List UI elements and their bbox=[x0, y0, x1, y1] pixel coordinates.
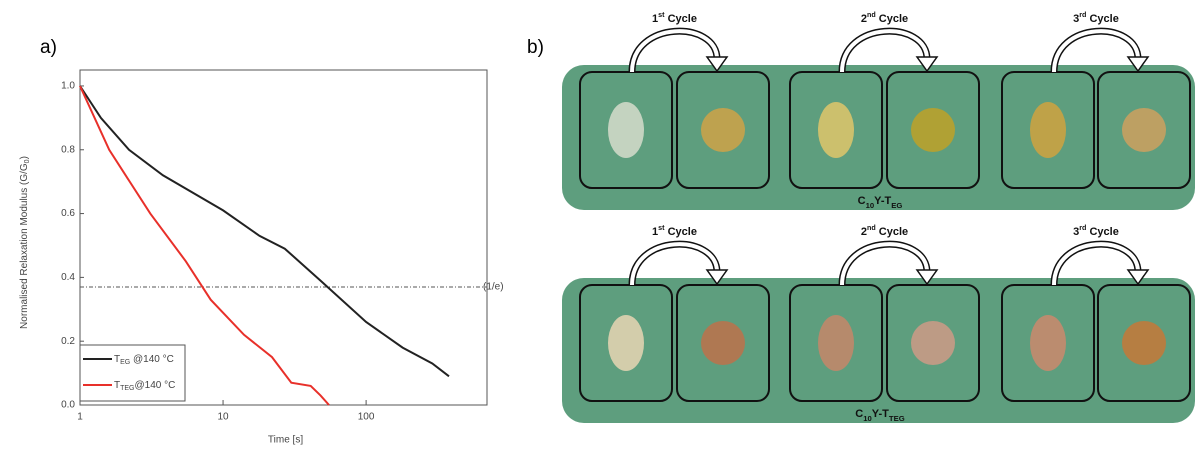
y-tick-label: 0.6 bbox=[61, 208, 75, 219]
sample bbox=[1030, 315, 1066, 371]
sample bbox=[1030, 102, 1066, 158]
legend-label-part: @140 °C bbox=[135, 380, 176, 391]
row-label-part: C bbox=[858, 195, 866, 207]
sample bbox=[911, 321, 955, 365]
cycle-label: 3rd Cycle bbox=[1073, 11, 1119, 25]
cycle-label: 1st Cycle bbox=[652, 11, 697, 25]
sample bbox=[608, 315, 644, 371]
cycle-label-part: nd bbox=[867, 11, 876, 19]
x-axis-label: Time [s] bbox=[268, 435, 303, 446]
row-label-part: Y-T bbox=[874, 195, 891, 207]
x-tick-label: 1 bbox=[77, 412, 83, 423]
row-label-part: 10 bbox=[863, 414, 872, 423]
row-label-part: TEG bbox=[889, 414, 905, 423]
sample bbox=[701, 321, 745, 365]
row-label-part: EG bbox=[891, 201, 902, 210]
row-label-part: C bbox=[855, 408, 863, 420]
panel-label: a) bbox=[40, 37, 57, 58]
cycle-label: 1st Cycle bbox=[652, 224, 697, 238]
cycle-label: 3rd Cycle bbox=[1073, 224, 1119, 238]
cycle-label-part: Cycle bbox=[665, 13, 697, 25]
y-axis-label: Normalised Relaxation Modulus (G/G0) bbox=[19, 156, 32, 329]
cycle-label-part: Cycle bbox=[876, 226, 908, 238]
cycle-label-part: Cycle bbox=[665, 226, 697, 238]
y-tick-label: 0.2 bbox=[61, 336, 75, 347]
cycle-label-part: Cycle bbox=[1086, 226, 1118, 238]
legend-label-part: TEG bbox=[120, 385, 134, 392]
cycle-label: 2nd Cycle bbox=[861, 11, 908, 25]
cycle-label-part: nd bbox=[867, 224, 876, 232]
y-axis-label-part: ) bbox=[19, 156, 30, 159]
data-line bbox=[80, 86, 449, 376]
reference-label: (1/e) bbox=[483, 282, 504, 293]
row-label-part: 10 bbox=[866, 201, 875, 210]
sample bbox=[701, 108, 745, 152]
legend-label-part: @140 °C bbox=[130, 354, 174, 365]
cycle-label: 2nd Cycle bbox=[861, 224, 908, 238]
x-tick-label: 100 bbox=[358, 412, 375, 423]
sample bbox=[1122, 108, 1166, 152]
sample bbox=[1122, 321, 1166, 365]
sample bbox=[608, 102, 644, 158]
sample bbox=[911, 108, 955, 152]
sample bbox=[818, 315, 854, 371]
cycle-label-part: rd bbox=[1079, 11, 1086, 19]
y-tick-label: 0.0 bbox=[61, 400, 75, 411]
y-tick-label: 0.8 bbox=[61, 144, 75, 155]
y-tick-label: 0.4 bbox=[61, 272, 75, 283]
legend-label-part: EG bbox=[120, 359, 130, 366]
row-label-part: Y-T bbox=[872, 408, 889, 420]
cycle-label-part: Cycle bbox=[876, 13, 908, 25]
y-axis-label-part: Normalised Relaxation Modulus (G/G bbox=[19, 163, 30, 329]
cycle-label-part: rd bbox=[1079, 224, 1086, 232]
panel-label: b) bbox=[527, 37, 544, 58]
figure: a) b) 0.0 0.2 0.4 0.6 0.8 1.0 1 10 100 Time [s] No… bbox=[0, 0, 1201, 453]
y-tick-label: 1.0 bbox=[61, 81, 75, 92]
sample bbox=[818, 102, 854, 158]
x-tick-label: 10 bbox=[217, 412, 229, 423]
cycle-label-part: Cycle bbox=[1086, 13, 1118, 25]
